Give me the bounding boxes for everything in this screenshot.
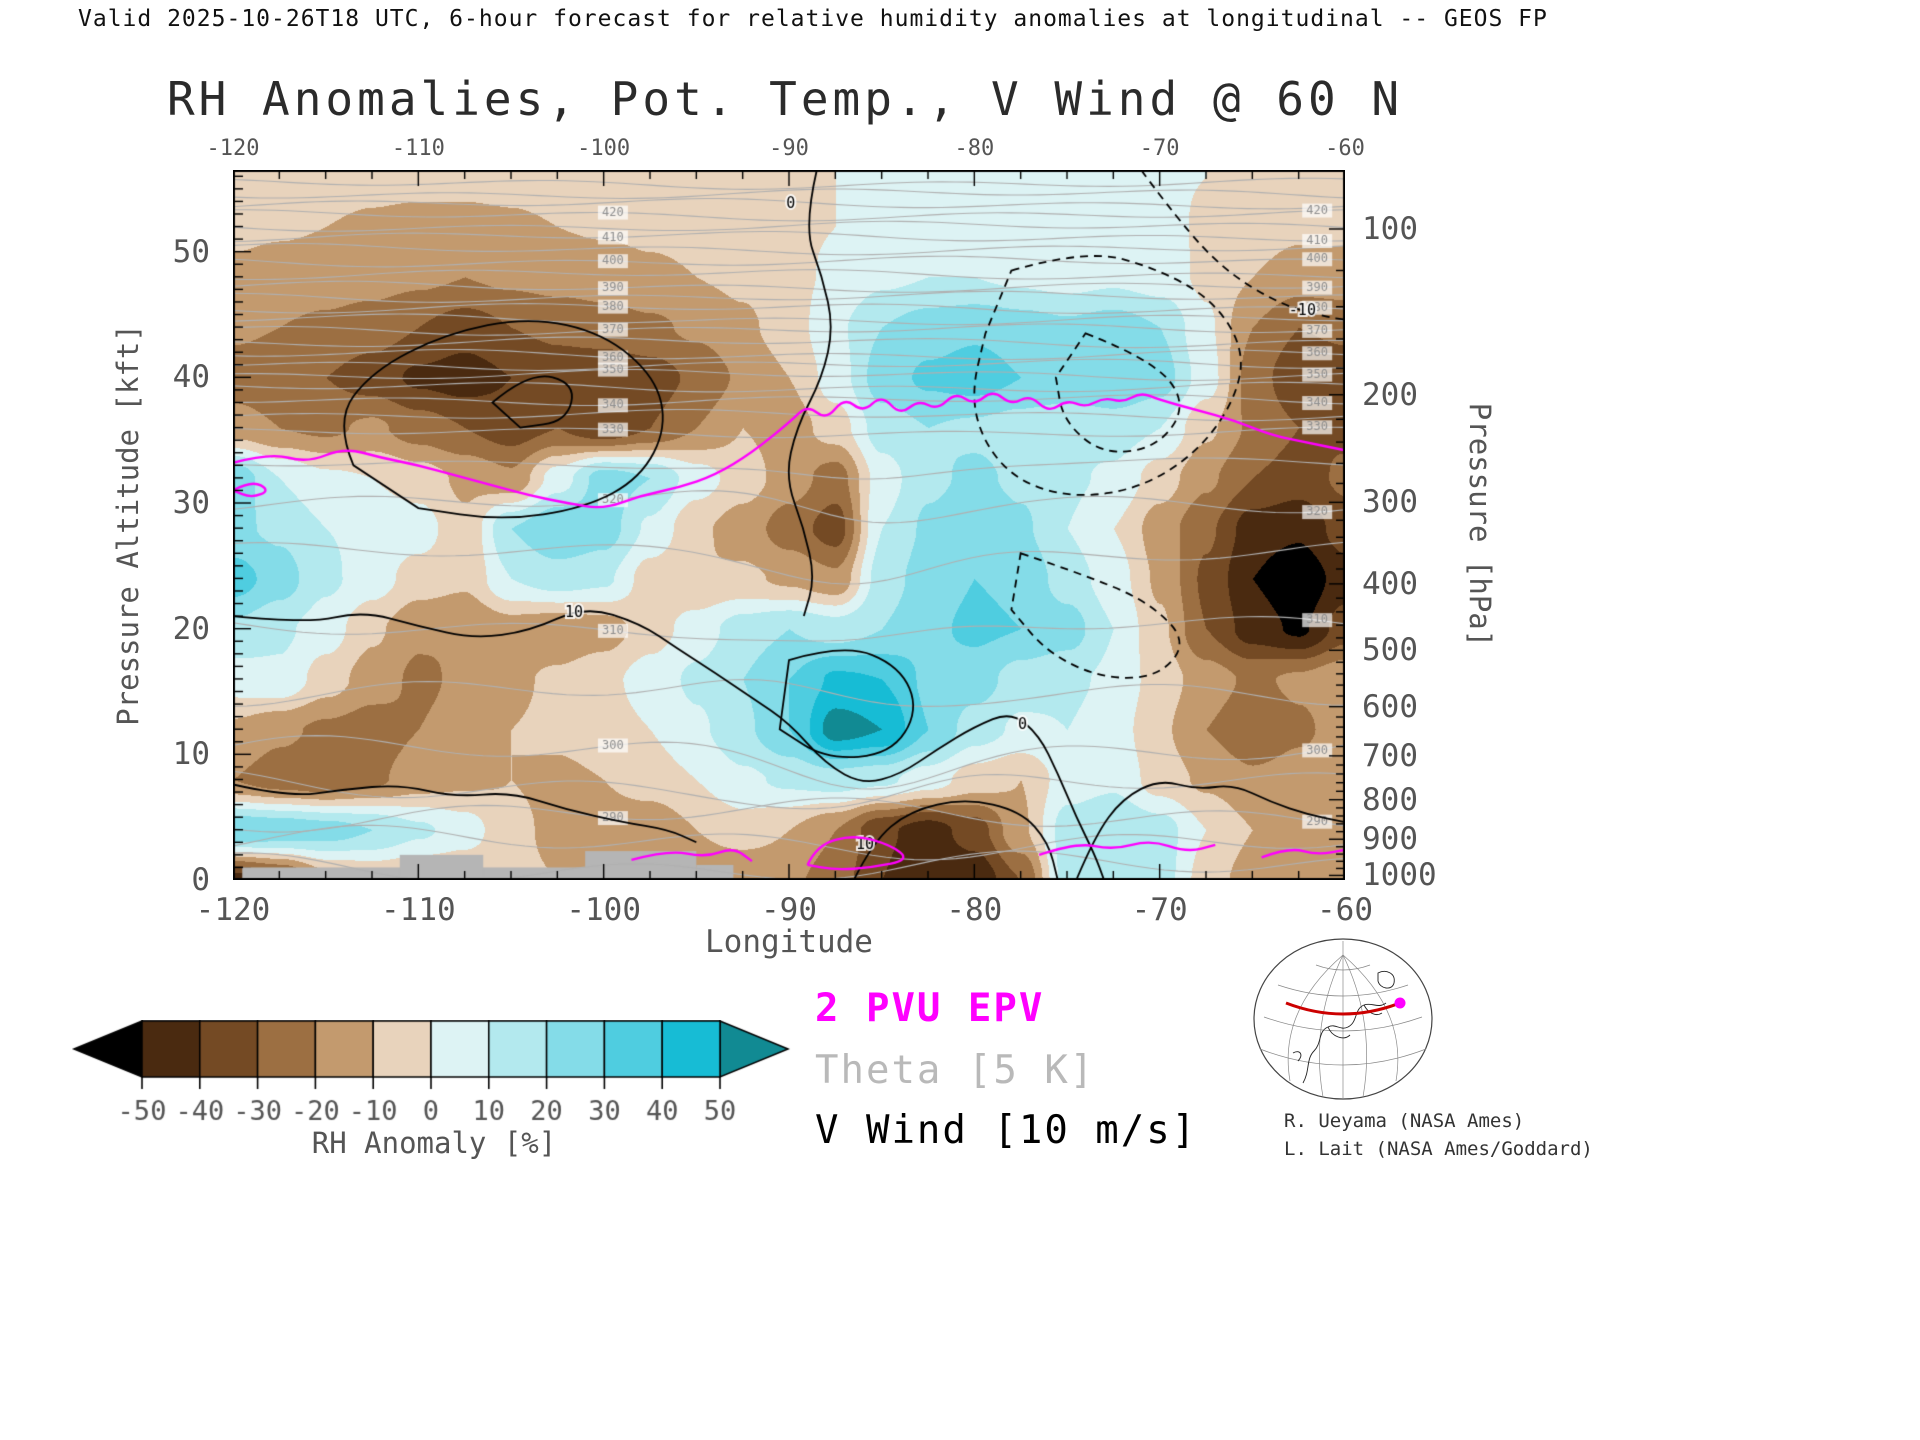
x-tick-label-top: -100: [577, 136, 631, 161]
x-tick-label-top: -110: [391, 136, 445, 161]
x-tick-label-bottom: -60: [1317, 892, 1373, 928]
x-tick-label-top: -60: [1325, 136, 1365, 161]
globe-inset-map: [1253, 938, 1433, 1100]
y-left-tick-label: 30: [172, 485, 210, 521]
credit-line-2: L. Lait (NASA Ames/Goddard): [1284, 1138, 1593, 1160]
section-location-dot: [1394, 997, 1406, 1009]
latitude-60n-arc: [1285, 1001, 1401, 1016]
x-tick-label-top: -80: [954, 136, 995, 161]
colorbar-title: RH Anomaly [%]: [311, 1126, 557, 1160]
x-tick-label-top: -90: [769, 136, 809, 161]
valid-timestamp-line: Valid 2025-10-26T18 UTC, 6-hour forecast…: [78, 6, 1548, 32]
x-tick-label-bottom: -110: [381, 892, 456, 928]
legend-pvu-epv: 2 PVU EPV: [815, 986, 1045, 1031]
y-right-tick-label: 800: [1362, 781, 1418, 818]
y-right-tick-label: 500: [1362, 632, 1418, 669]
y-right-tick-label: 100: [1362, 210, 1418, 247]
y-right-tick-label: 700: [1362, 737, 1418, 774]
credit-line-1: R. Ueyama (NASA Ames): [1284, 1110, 1525, 1132]
y-right-tick-label: 1000: [1362, 857, 1437, 894]
y-left-tick-label: 10: [172, 736, 210, 773]
y-right-tick-label: 900: [1362, 821, 1418, 858]
legend-v-wind: V Wind [10 m/s]: [815, 1108, 1198, 1153]
legend-theta: Theta [5 K]: [815, 1048, 1096, 1093]
y-right-tick-label: 400: [1362, 565, 1418, 602]
y-left-tick-label: 50: [172, 233, 210, 270]
page-title: RH Anomalies, Pot. Temp., V Wind @ 60 N: [166, 72, 1404, 126]
globe-graticule: [1259, 941, 1427, 1098]
x-tick-label-bottom: -80: [946, 892, 1003, 928]
x-tick-label-bottom: -70: [1131, 892, 1188, 928]
x-tick-label-top: -70: [1139, 136, 1180, 161]
y-left-tick-label: 40: [172, 359, 210, 396]
colorbar: [72, 1020, 798, 1130]
coastlines: [1292, 971, 1395, 1084]
y-left-tick-label: 0: [191, 862, 210, 898]
y-right-axis-label: Pressure [hPa]: [1463, 402, 1497, 648]
globe-outline: [1253, 938, 1433, 1100]
x-tick-label-bottom: -120: [195, 892, 271, 928]
cross-section-plot: [233, 170, 1345, 880]
x-tick-label-top: -120: [206, 136, 260, 161]
y-right-tick-label: 200: [1362, 376, 1418, 413]
x-tick-label-bottom: -90: [761, 892, 817, 928]
x-tick-label-bottom: -100: [566, 892, 641, 928]
y-left-tick-label: 20: [172, 610, 210, 647]
y-right-tick-label: 300: [1362, 484, 1418, 521]
x-axis-label: Longitude: [705, 924, 873, 960]
y-right-tick-label: 600: [1362, 688, 1418, 725]
